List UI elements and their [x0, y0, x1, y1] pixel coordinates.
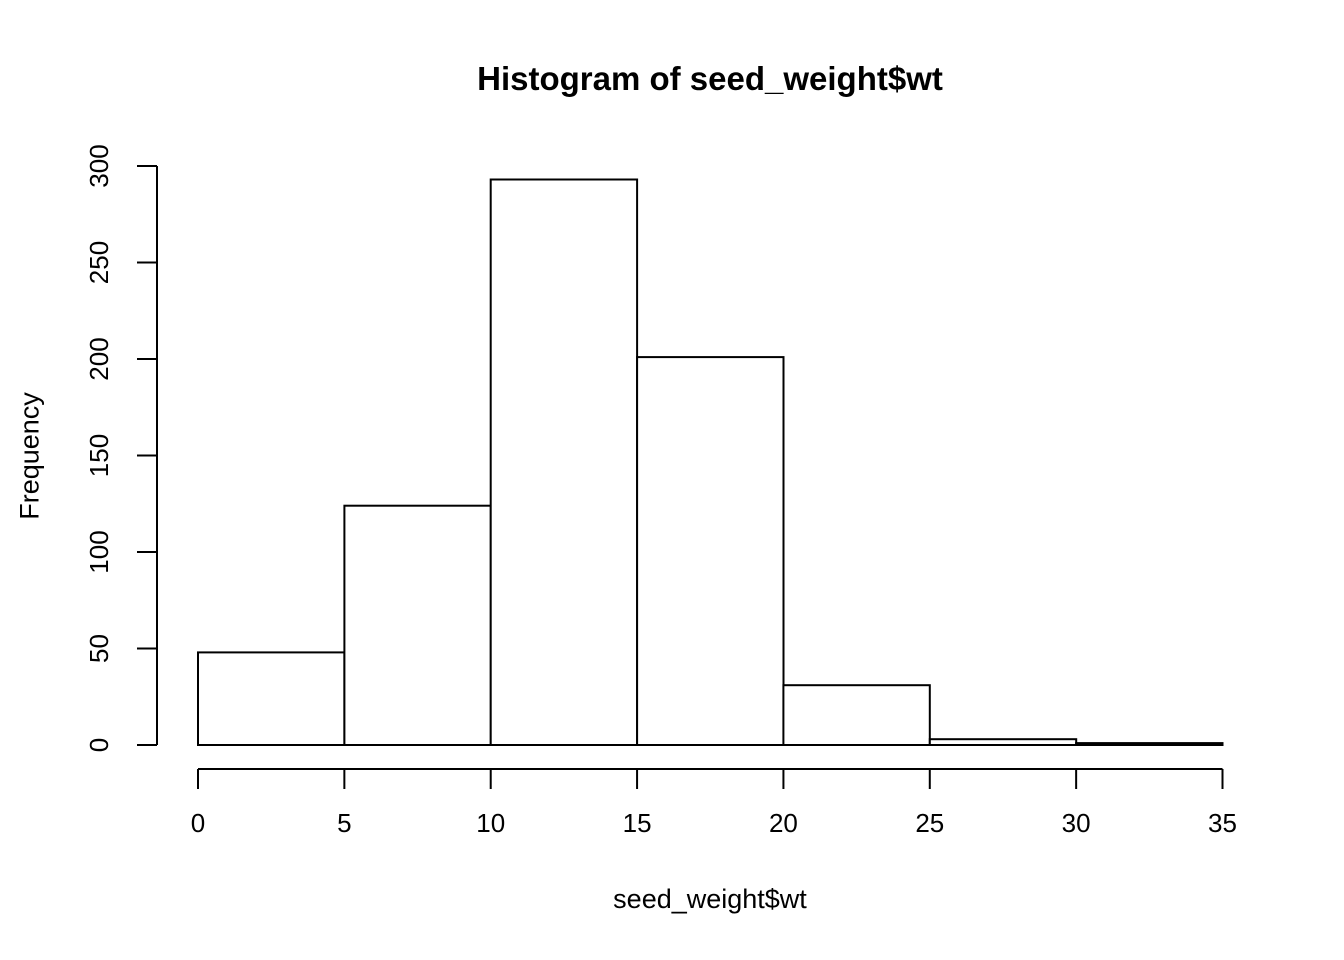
x-tick-label: 5 [337, 808, 351, 838]
x-tick-label: 20 [769, 808, 798, 838]
y-tick-label: 150 [84, 434, 114, 477]
x-tick-label: 35 [1208, 808, 1237, 838]
histogram-bar [1075, 742, 1224, 746]
y-tick-label: 250 [84, 241, 114, 284]
histogram-bar [489, 178, 639, 746]
histogram-bar [782, 684, 931, 747]
y-tick-label: 0 [84, 738, 114, 752]
y-tick-label: 100 [84, 530, 114, 573]
histogram-bar [928, 738, 1078, 747]
y-tick-label: 50 [84, 634, 114, 663]
x-tick-label: 10 [476, 808, 505, 838]
x-tick-label: 15 [623, 808, 652, 838]
histogram-bar [197, 651, 346, 747]
y-axis-label: Frequency [14, 392, 45, 520]
chart-title: Histogram of seed_weight$wt [477, 60, 943, 97]
histogram-bar [636, 356, 785, 746]
x-tick-label: 30 [1062, 808, 1091, 838]
histogram-bar [343, 504, 492, 747]
y-tick-label: 200 [84, 337, 114, 380]
x-axis-label: seed_weight$wt [613, 884, 807, 914]
x-tick-label: 0 [191, 808, 205, 838]
x-tick-label: 25 [915, 808, 944, 838]
y-tick-label: 300 [84, 144, 114, 187]
